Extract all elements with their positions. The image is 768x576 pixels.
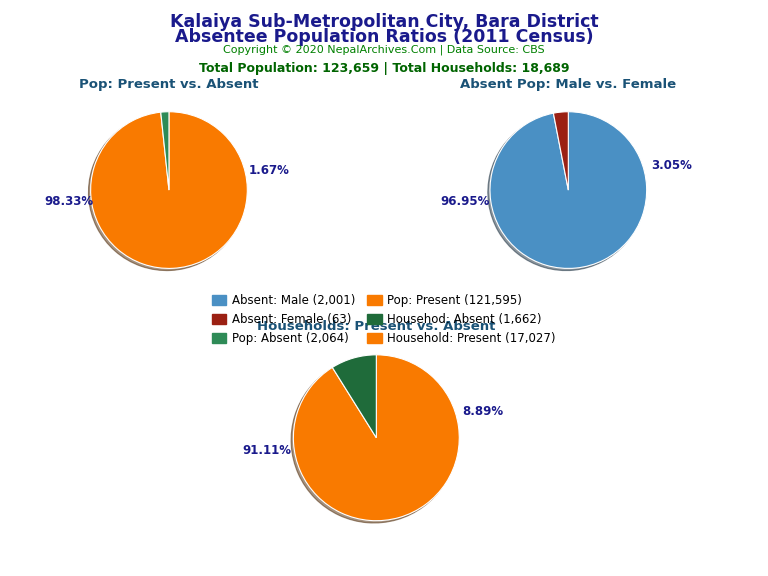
Text: Kalaiya Sub-Metropolitan City, Bara District: Kalaiya Sub-Metropolitan City, Bara Dist…	[170, 13, 598, 31]
Text: 98.33%: 98.33%	[44, 195, 93, 209]
Wedge shape	[293, 355, 459, 521]
Text: 1.67%: 1.67%	[249, 164, 290, 177]
Legend: Absent: Male (2,001), Absent: Female (63), Pop: Absent (2,064), Pop: Present (12: Absent: Male (2,001), Absent: Female (63…	[209, 291, 559, 348]
Title: Absent Pop: Male vs. Female: Absent Pop: Male vs. Female	[460, 78, 677, 91]
Wedge shape	[161, 112, 169, 190]
Wedge shape	[333, 355, 376, 438]
Wedge shape	[490, 112, 647, 268]
Text: Copyright © 2020 NepalArchives.Com | Data Source: CBS: Copyright © 2020 NepalArchives.Com | Dat…	[223, 45, 545, 55]
Wedge shape	[91, 112, 247, 268]
Text: 91.11%: 91.11%	[243, 444, 291, 457]
Text: 96.95%: 96.95%	[440, 195, 490, 209]
Text: 3.05%: 3.05%	[651, 158, 692, 172]
Wedge shape	[554, 112, 568, 190]
Title: Pop: Present vs. Absent: Pop: Present vs. Absent	[79, 78, 259, 91]
Text: 8.89%: 8.89%	[462, 405, 503, 418]
Text: Total Population: 123,659 | Total Households: 18,689: Total Population: 123,659 | Total Househ…	[199, 62, 569, 75]
Title: Households: Present vs. Absent: Households: Present vs. Absent	[257, 320, 495, 333]
Text: Absentee Population Ratios (2011 Census): Absentee Population Ratios (2011 Census)	[174, 28, 594, 46]
